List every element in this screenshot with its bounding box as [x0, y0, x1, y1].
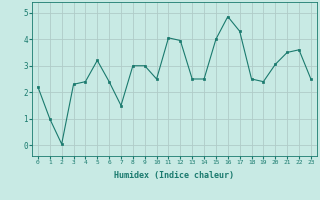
X-axis label: Humidex (Indice chaleur): Humidex (Indice chaleur): [115, 171, 234, 180]
